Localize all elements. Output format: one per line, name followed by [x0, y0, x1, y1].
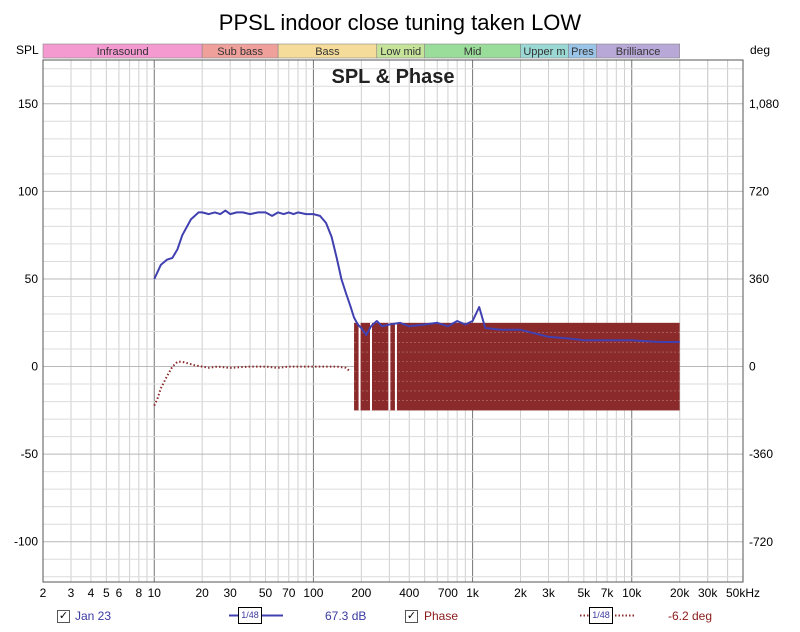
- x-tick-label: 200: [351, 586, 371, 600]
- jan23-legend-label: Jan 23: [75, 609, 112, 623]
- spl-series-line: [153, 209, 680, 343]
- band-label-1: Sub bass: [217, 46, 263, 58]
- x-tick-label: 700: [438, 586, 458, 600]
- x-tick-label: 1k: [466, 586, 480, 600]
- x-tick-label: 8: [135, 586, 142, 600]
- jan23-checkbox[interactable]: ✓: [57, 610, 70, 623]
- band-label-0: Infrasound: [97, 46, 149, 58]
- phase-readout-value: -6.2 deg: [668, 609, 713, 623]
- x-tick-label: 20: [195, 586, 209, 600]
- x-tick-label: 5k: [577, 586, 591, 600]
- band-label-7: Brilliance: [616, 46, 661, 58]
- x-tick-label: 3: [68, 586, 75, 600]
- y-right-tick-label: -720: [749, 535, 773, 549]
- phase-smoothing-swatch[interactable]: 1/48: [580, 607, 634, 624]
- y-right-tick-label: -360: [749, 447, 773, 461]
- band-label-6: Pres: [571, 46, 594, 58]
- phase-checkbox[interactable]: ✓: [405, 610, 418, 623]
- x-tick-label: 7k: [601, 586, 615, 600]
- x-tick-label: 2: [40, 586, 47, 600]
- x-tick-label: 3k: [542, 586, 556, 600]
- jan23-readout-value: 67.3 dB: [325, 609, 367, 623]
- y-right-tick-label: 1,080: [749, 97, 779, 111]
- left-axis-unit: SPL: [16, 43, 39, 57]
- x-tick-label: 2k: [514, 586, 528, 600]
- y-left-tick-label: 150: [18, 97, 38, 111]
- jan23-smoothing-swatch[interactable]: 1/48: [229, 607, 283, 624]
- band-label-3: Low mid: [380, 46, 421, 58]
- x-tick-label: 10k: [622, 586, 642, 600]
- y-right-tick-label: 360: [749, 272, 769, 286]
- phase-wrap-band: [354, 322, 680, 411]
- band-7: [596, 43, 680, 59]
- x-tick-label: 50kHz: [726, 586, 760, 600]
- phase-smoothing-label: 1/48: [589, 607, 613, 624]
- chart-title: PPSL indoor close tuning taken LOW: [219, 10, 582, 35]
- y-left-tick-label: -100: [14, 535, 38, 549]
- y-left-tick-label: 50: [25, 272, 39, 286]
- right-axis-unit: deg: [750, 43, 770, 57]
- x-tick-label: 30: [224, 586, 238, 600]
- x-tick-label: 100: [303, 586, 323, 600]
- y-right-tick-label: 720: [749, 184, 769, 198]
- x-tick-label: 4: [88, 586, 95, 600]
- legend-footer: ✓ Jan 23 1/48 67.3 dB ✓ Phase 1/48 -6.2 …: [0, 606, 800, 630]
- spl-phase-chart: PPSL indoor close tuning taken LOW SPL deg…: [14, 10, 779, 600]
- jan23-smoothing-label: 1/48: [238, 607, 262, 624]
- plot-area: [43, 60, 743, 582]
- phase-legend-label: Phase: [424, 609, 459, 623]
- x-tick-label: 70: [282, 586, 296, 600]
- band-label-2: Bass: [315, 46, 340, 58]
- y-left-tick-label: -50: [21, 447, 39, 461]
- x-tick-label: 5: [103, 586, 110, 600]
- chart-subtitle: SPL & Phase: [331, 66, 454, 88]
- x-tick-label: 10: [148, 586, 162, 600]
- phase-series-line: [153, 360, 351, 407]
- x-tick-label: 20k: [670, 586, 690, 600]
- x-tick-label: 50: [259, 586, 273, 600]
- band-label-5: Upper m: [523, 46, 565, 58]
- y-right-tick-label: 0: [749, 360, 756, 374]
- plot-frame: [42, 59, 744, 583]
- x-tick-label: 400: [399, 586, 419, 600]
- x-tick-label: 30k: [698, 586, 718, 600]
- band-label-4: Mid: [464, 46, 482, 58]
- x-tick-label: 6: [116, 586, 123, 600]
- y-left-tick-label: 0: [31, 360, 38, 374]
- y-left-tick-label: 100: [18, 184, 38, 198]
